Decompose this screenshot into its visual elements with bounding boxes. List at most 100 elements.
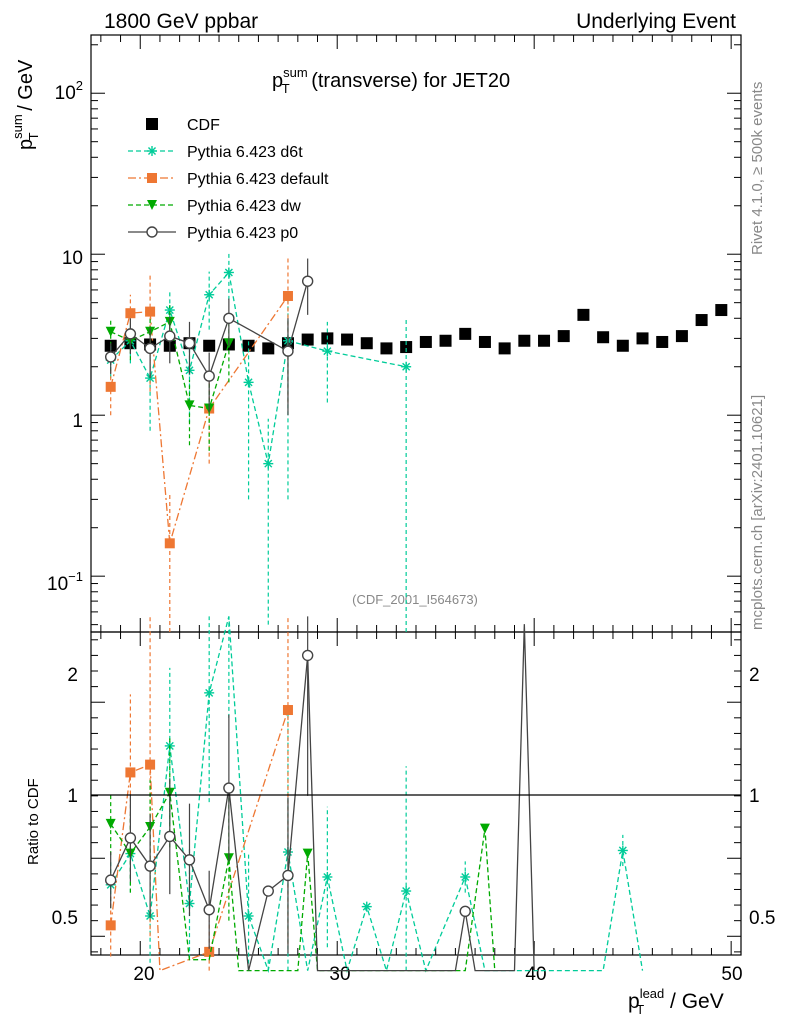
legend-label-0: CDF [187,117,220,134]
ratio-series-1 [105,616,644,974]
ratio-series-2 [105,616,293,972]
series-1-point-7 [243,377,254,388]
cdf-point-7 [242,339,255,352]
series-2-point-3 [164,538,175,549]
ratio-series-1-line [110,616,644,974]
series-4-point-2 [144,342,156,355]
cdf-point-8 [262,342,275,355]
legend-marker-0 [146,118,158,130]
legend-label-3: Pythia 6.423 dw [187,198,301,215]
series-2 [105,255,293,632]
ratio-series-1-point-5-arm-3 [205,688,214,697]
ratio-series-2-point-5 [282,705,293,716]
ratio-series-2-point-4 [204,946,215,957]
y-tick-label-0: 10−1 [47,569,83,595]
ratio-panel-frame [90,631,742,956]
legend-label-2: Pythia 6.423 default [187,171,329,188]
cdf-point-19 [478,335,491,348]
series-3-point-4 [184,400,195,411]
ratio-series-1-point-7 [243,910,254,921]
analysis-watermark: (CDF_2001_I564673) [352,592,478,607]
legend-label-4: Pythia 6.423 p0 [187,225,298,242]
legend-item-4: Pythia 6.423 p0 [128,225,298,242]
series-4-point-8 [301,275,314,287]
axis-ticks [91,35,741,955]
y-axis-label: psumT / GeV [10,59,41,150]
series-4-point-6 [223,312,235,324]
series-1-point-5 [204,289,215,300]
cdf-point-17 [439,334,452,347]
x-axis-label: plead T / GeV [628,986,724,1017]
cdf-point-22 [538,334,551,347]
legend-item-3: Pythia 6.423 dw [128,198,301,215]
series-0 [104,304,728,355]
series-1-point-11 [401,361,412,372]
x-tick-label-30: 30 [329,964,350,985]
ratio-series-1-point-17-arm-3 [461,872,470,882]
series-4-point-5 [203,370,215,382]
cdf-point-27 [636,332,649,345]
cdf-point-12 [341,333,354,346]
x-tick-labels: 20 30 40 50 [133,964,742,985]
cdf-point-23 [557,330,570,343]
series-4 [104,258,314,416]
series-1-line [110,271,407,464]
y-tick-label-2: 10 [62,248,83,269]
ratio-series-1-point-13-arm-3 [362,902,371,911]
main-series [104,252,728,632]
ratio-tick-label-2-left: 2 [67,665,78,686]
ratio-series-4 [104,616,535,972]
ratio-tick-labels: 0.5 1 2 0.5 1 2 [52,665,776,929]
series-1-point-6-arm-3 [224,268,233,277]
cdf-point-10 [301,333,314,346]
ratio-series-4-point-5 [203,904,215,916]
ratio-series-1-point-17 [460,871,471,882]
ratio-series-3 [105,738,496,972]
series-1-point-10-arm-3 [323,347,332,356]
ratio-series-3-point-0 [105,818,116,829]
ratio-series-4-point-3 [164,830,176,843]
series-4-point-0 [104,351,117,363]
plot-title: psum T (transverse) for JET20 [272,65,510,96]
ratio-series-1-point-11-arm-3 [323,872,332,882]
ratio-series-2-point-2 [145,759,156,770]
series-4-point-3 [164,330,176,342]
y-tick-label-3: 102 [55,78,83,104]
ratio-series-3-line [110,790,496,972]
ratio-series-4-point-4 [183,854,196,866]
series-2-point-5 [282,291,293,302]
legend-marker-1-arm-3 [147,146,157,156]
ratio-series-1-point-20 [617,845,628,856]
series-2-point-1 [125,308,136,319]
ratio-series-4-point-6 [223,782,235,794]
ratio-series-4-point-13 [459,905,471,918]
series-1-point-10 [322,346,333,357]
ratio-series-4-point-2 [144,860,156,872]
ratio-axis-label: Ratio to CDF [25,778,42,865]
ratio-series-4-point-10 [301,649,314,662]
cdf-point-25 [597,331,610,344]
header-left: 1800 GeV ppbar [104,10,258,33]
cdf-point-21 [518,334,531,347]
series-2-point-0 [105,381,116,392]
ratio-tick-label-0-right: 0.5 [749,908,775,929]
series-1-point-5-arm-3 [205,290,214,299]
cdf-point-31 [715,304,728,317]
ratio-tick-label-0-left: 0.5 [52,908,78,929]
y-tick-label-1: 1 [72,411,83,432]
ratio-series-2-point-0 [105,920,116,931]
ratio-series-1-point-11 [322,871,333,882]
ratio-series-1-point-15-arm-3 [402,886,411,896]
ratio-tick-label-2-right: 2 [749,665,760,686]
ratio-series-4-point-8 [262,885,274,897]
legend-marker-4 [146,226,158,238]
series-2-line [110,295,289,544]
series-4-point-1 [124,328,137,340]
cdf-point-13 [360,337,373,350]
x-tick-label-20: 20 [133,964,154,985]
side-label-bottom: mcplots.cern.ch [arXiv:2401.10621] [749,395,766,630]
cdf-point-20 [498,342,511,355]
series-1-point-11-arm-3 [402,362,411,371]
ratio-series-1-point-13 [361,901,372,912]
legend-marker-2 [147,173,157,183]
